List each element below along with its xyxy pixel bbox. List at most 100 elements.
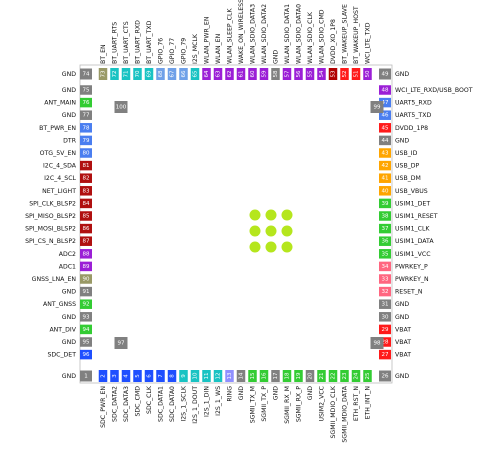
pin-number: 58 — [273, 70, 279, 77]
pin-number: 68 — [158, 70, 164, 77]
pin-label: USB_VBUS — [395, 188, 428, 195]
pin-number: 57 — [285, 70, 291, 77]
pin-number: 88 — [83, 251, 90, 257]
pin-number: 29 — [382, 327, 389, 333]
pin-number: 63 — [216, 70, 222, 77]
pin-label: SDC_CMD — [135, 386, 142, 417]
pin-label: GND — [62, 289, 76, 296]
pin-label: SGMII_TX_M — [250, 386, 257, 423]
inner-pad — [370, 101, 384, 113]
pin — [351, 370, 361, 382]
pin-label: ANT_MAIN — [44, 100, 76, 107]
pin — [167, 370, 177, 382]
pin — [144, 370, 154, 382]
pin-label: WLAN_SDIO_CLK — [307, 11, 314, 64]
pin — [379, 337, 391, 347]
pin-label: USIM2_VCC — [319, 386, 326, 422]
pin-label: USIM1_CLK — [395, 226, 430, 233]
pin — [379, 236, 391, 246]
pin-number: 64 — [204, 70, 210, 77]
inner-pad — [114, 101, 128, 113]
thermal-pad — [265, 241, 277, 253]
pin — [379, 223, 391, 234]
pin — [379, 173, 391, 183]
pin-label: GND — [395, 71, 409, 78]
pin — [363, 68, 372, 80]
pin — [156, 68, 165, 80]
pin — [202, 68, 211, 80]
pin-number: 50 — [365, 70, 371, 77]
pin — [236, 68, 246, 80]
pin-label: OTG_5V_EN — [40, 150, 77, 157]
pin — [80, 337, 92, 347]
pin — [328, 370, 338, 382]
pin-label: ETH_INT_N — [365, 386, 372, 420]
pin-number: 52 — [342, 71, 348, 78]
pin — [167, 68, 177, 80]
pin — [80, 135, 92, 146]
pin-label: PWRKEY_N — [395, 276, 429, 283]
pin-number: 25 — [365, 372, 371, 379]
pin-number: 70 — [135, 70, 141, 77]
pin-label: ADC1 — [59, 263, 76, 270]
pin-label: SDC_CLK — [146, 385, 153, 414]
pin — [98, 370, 108, 382]
pin — [379, 160, 391, 171]
pin-label: WCI_LTE_RXD/USB_BOOT — [395, 87, 473, 94]
pin-label: ANT_GNSS — [43, 301, 76, 308]
pin-number: 10 — [193, 372, 199, 379]
inner-pad — [114, 337, 128, 349]
pin-number: 71 — [124, 71, 130, 78]
pin-number: 67 — [170, 70, 176, 77]
inner-pad — [370, 337, 384, 349]
pin-label: SDC_DATA3 — [123, 386, 130, 422]
pin-label: BT_WAKEUP_SLAVE — [342, 4, 349, 64]
pin-number: 43 — [382, 151, 389, 157]
thermal-pad — [265, 225, 277, 237]
pin — [80, 173, 92, 183]
pin-label: GND — [62, 71, 76, 78]
pin — [80, 123, 92, 133]
pin-number: 72 — [112, 71, 118, 78]
pin-number: 92 — [83, 302, 90, 308]
pin-number: 65 — [193, 70, 199, 77]
pin-label: WLAN_PWR_EN — [204, 16, 211, 64]
pin-label: DVDD_XO_1P8 — [330, 19, 337, 64]
pin-label: UART5_TXD — [395, 112, 431, 119]
pin — [80, 299, 92, 309]
pin — [379, 123, 391, 133]
pin-label: SGMII_RX_M — [284, 386, 291, 424]
pin-number: 42 — [382, 163, 389, 169]
pin — [80, 160, 92, 171]
pin-number: 66 — [181, 70, 187, 77]
pin — [133, 68, 142, 80]
pin — [80, 110, 92, 120]
pin-number: 73 — [101, 70, 107, 77]
pin-number: 15 — [250, 372, 256, 379]
pin-number: 76 — [83, 100, 90, 106]
pin-label: GND — [62, 87, 76, 94]
pin-label: GND — [395, 137, 409, 144]
pin-number: 90 — [83, 277, 90, 283]
pin-number: 45 — [382, 125, 389, 131]
pin — [379, 148, 391, 158]
pin-label: BT_UART_RTS — [112, 22, 119, 64]
pin-number: 79 — [83, 138, 90, 144]
pin — [317, 68, 326, 80]
pin — [379, 324, 391, 335]
pin — [121, 68, 131, 80]
pin-label: BT_UART_TXD — [146, 20, 153, 64]
pin-label: BT_WAKEUP_HOST — [353, 6, 360, 64]
pin — [379, 135, 391, 146]
pin-number: 16 — [262, 372, 268, 379]
pin-number: 23 — [342, 372, 348, 379]
pin-label: GND — [238, 386, 245, 400]
pin — [80, 97, 92, 108]
pin — [80, 370, 92, 382]
pin — [328, 68, 338, 80]
pin-number: 7 — [158, 374, 164, 378]
pin-number: 5 — [135, 374, 141, 378]
pin-label: WLAN_EN — [215, 33, 222, 64]
pin-number: 44 — [382, 138, 389, 144]
